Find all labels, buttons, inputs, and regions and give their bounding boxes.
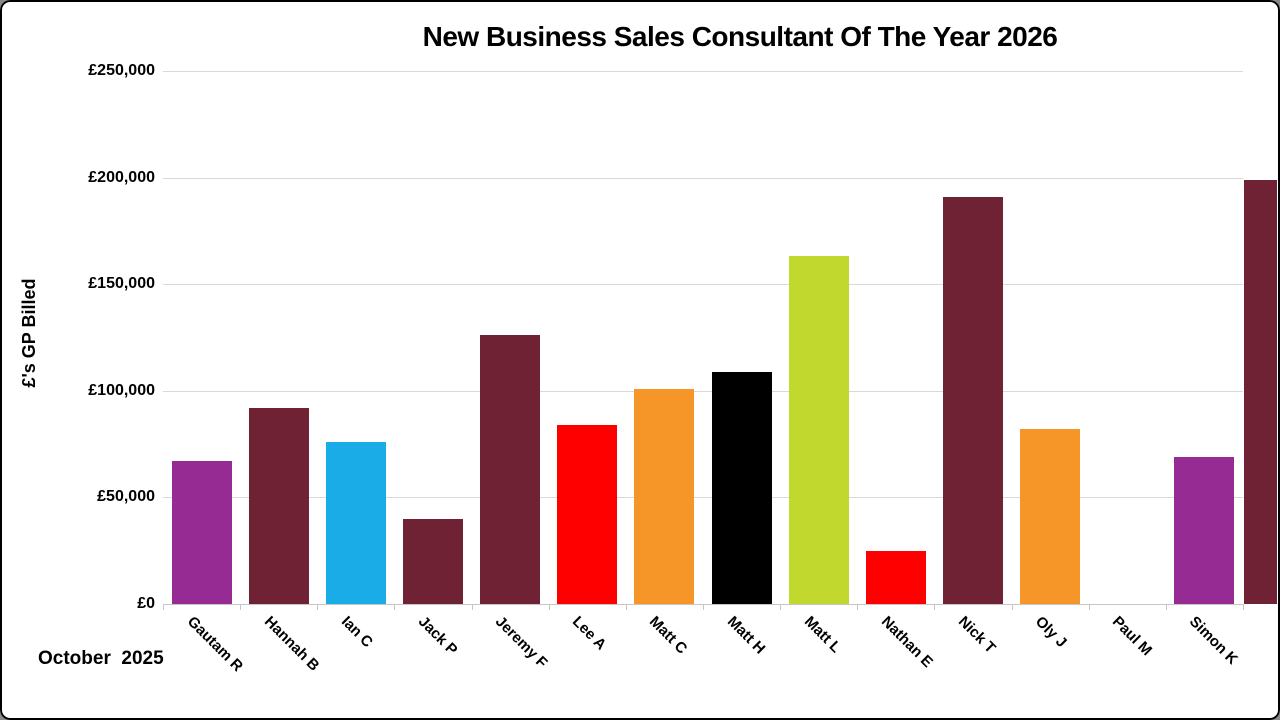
- y-tick-label: £100,000: [88, 382, 155, 399]
- bar-lee-a: [557, 425, 617, 604]
- x-axis-label-gautam-r: Gautam R: [183, 613, 247, 676]
- gridline: [163, 178, 1243, 179]
- x-axis-tick: [780, 604, 781, 610]
- x-axis-tick: [549, 604, 550, 610]
- x-axis-tick: [626, 604, 627, 610]
- x-axis-tick: [240, 604, 241, 610]
- chart-title: New Business Sales Consultant Of The Yea…: [422, 21, 1058, 52]
- bar-nick-t: [943, 197, 1003, 604]
- bar-gautam-r: [172, 461, 232, 604]
- bar-simon-k: [1174, 457, 1234, 604]
- x-axis-tick: [472, 604, 473, 610]
- x-axis-label-ian-c: Ian C: [337, 613, 376, 651]
- x-axis-label-oly-j: Oly J: [1031, 613, 1070, 651]
- x-axis-label-simon-k: Simon K: [1185, 613, 1242, 669]
- y-tick-label: £200,000: [88, 169, 155, 186]
- x-axis-label-matt-c: Matt C: [645, 613, 691, 658]
- x-axis-tick: [1166, 604, 1167, 610]
- bar-ian-c: [326, 442, 386, 604]
- x-axis-tick: [934, 604, 935, 610]
- x-axis-tick: [703, 604, 704, 610]
- gridline: [163, 497, 1243, 498]
- x-axis-label-lee-a: Lee A: [568, 613, 610, 654]
- bar-nathan-e: [866, 551, 926, 604]
- bar-hannah-b: [249, 408, 309, 604]
- x-axis-tick: [394, 604, 395, 610]
- x-axis-label-matt-l: Matt L: [800, 613, 845, 657]
- gridline: [163, 71, 1243, 72]
- gridline: [163, 391, 1243, 392]
- footer-date-label: October 2025: [38, 648, 164, 669]
- bar-matt-c: [634, 389, 694, 604]
- x-axis-label-matt-h: Matt H: [723, 613, 769, 658]
- y-tick-label: £150,000: [88, 275, 155, 292]
- x-axis-label-jeremy-f: Jeremy F: [491, 613, 551, 672]
- bar-oly-j: [1020, 429, 1080, 604]
- x-axis-tick: [857, 604, 858, 610]
- bar-jack-p: [403, 519, 463, 604]
- x-axis-tick: [317, 604, 318, 610]
- y-tick-label: £50,000: [97, 488, 155, 505]
- x-axis-label-jack-p: Jack P: [414, 613, 461, 659]
- x-axis-tick: [1012, 604, 1013, 610]
- x-axis-tick: [163, 604, 164, 610]
- y-tick-label: £0: [137, 595, 155, 612]
- gridline: [163, 284, 1243, 285]
- clipped-bar-right-edge: [1244, 180, 1277, 604]
- x-axis-label-paul-m: Paul M: [1108, 613, 1156, 660]
- x-axis-label-nick-t: Nick T: [954, 613, 999, 657]
- bar-matt-h: [712, 372, 772, 604]
- y-tick-label: £250,000: [88, 62, 155, 79]
- x-axis-label-nathan-e: Nathan E: [877, 613, 936, 671]
- x-axis-label-hannah-b: Hannah B: [260, 613, 323, 675]
- bar-matt-l: [789, 256, 849, 604]
- bar-jeremy-f: [480, 335, 540, 604]
- x-axis-tick: [1243, 604, 1244, 610]
- x-axis-tick: [1089, 604, 1090, 610]
